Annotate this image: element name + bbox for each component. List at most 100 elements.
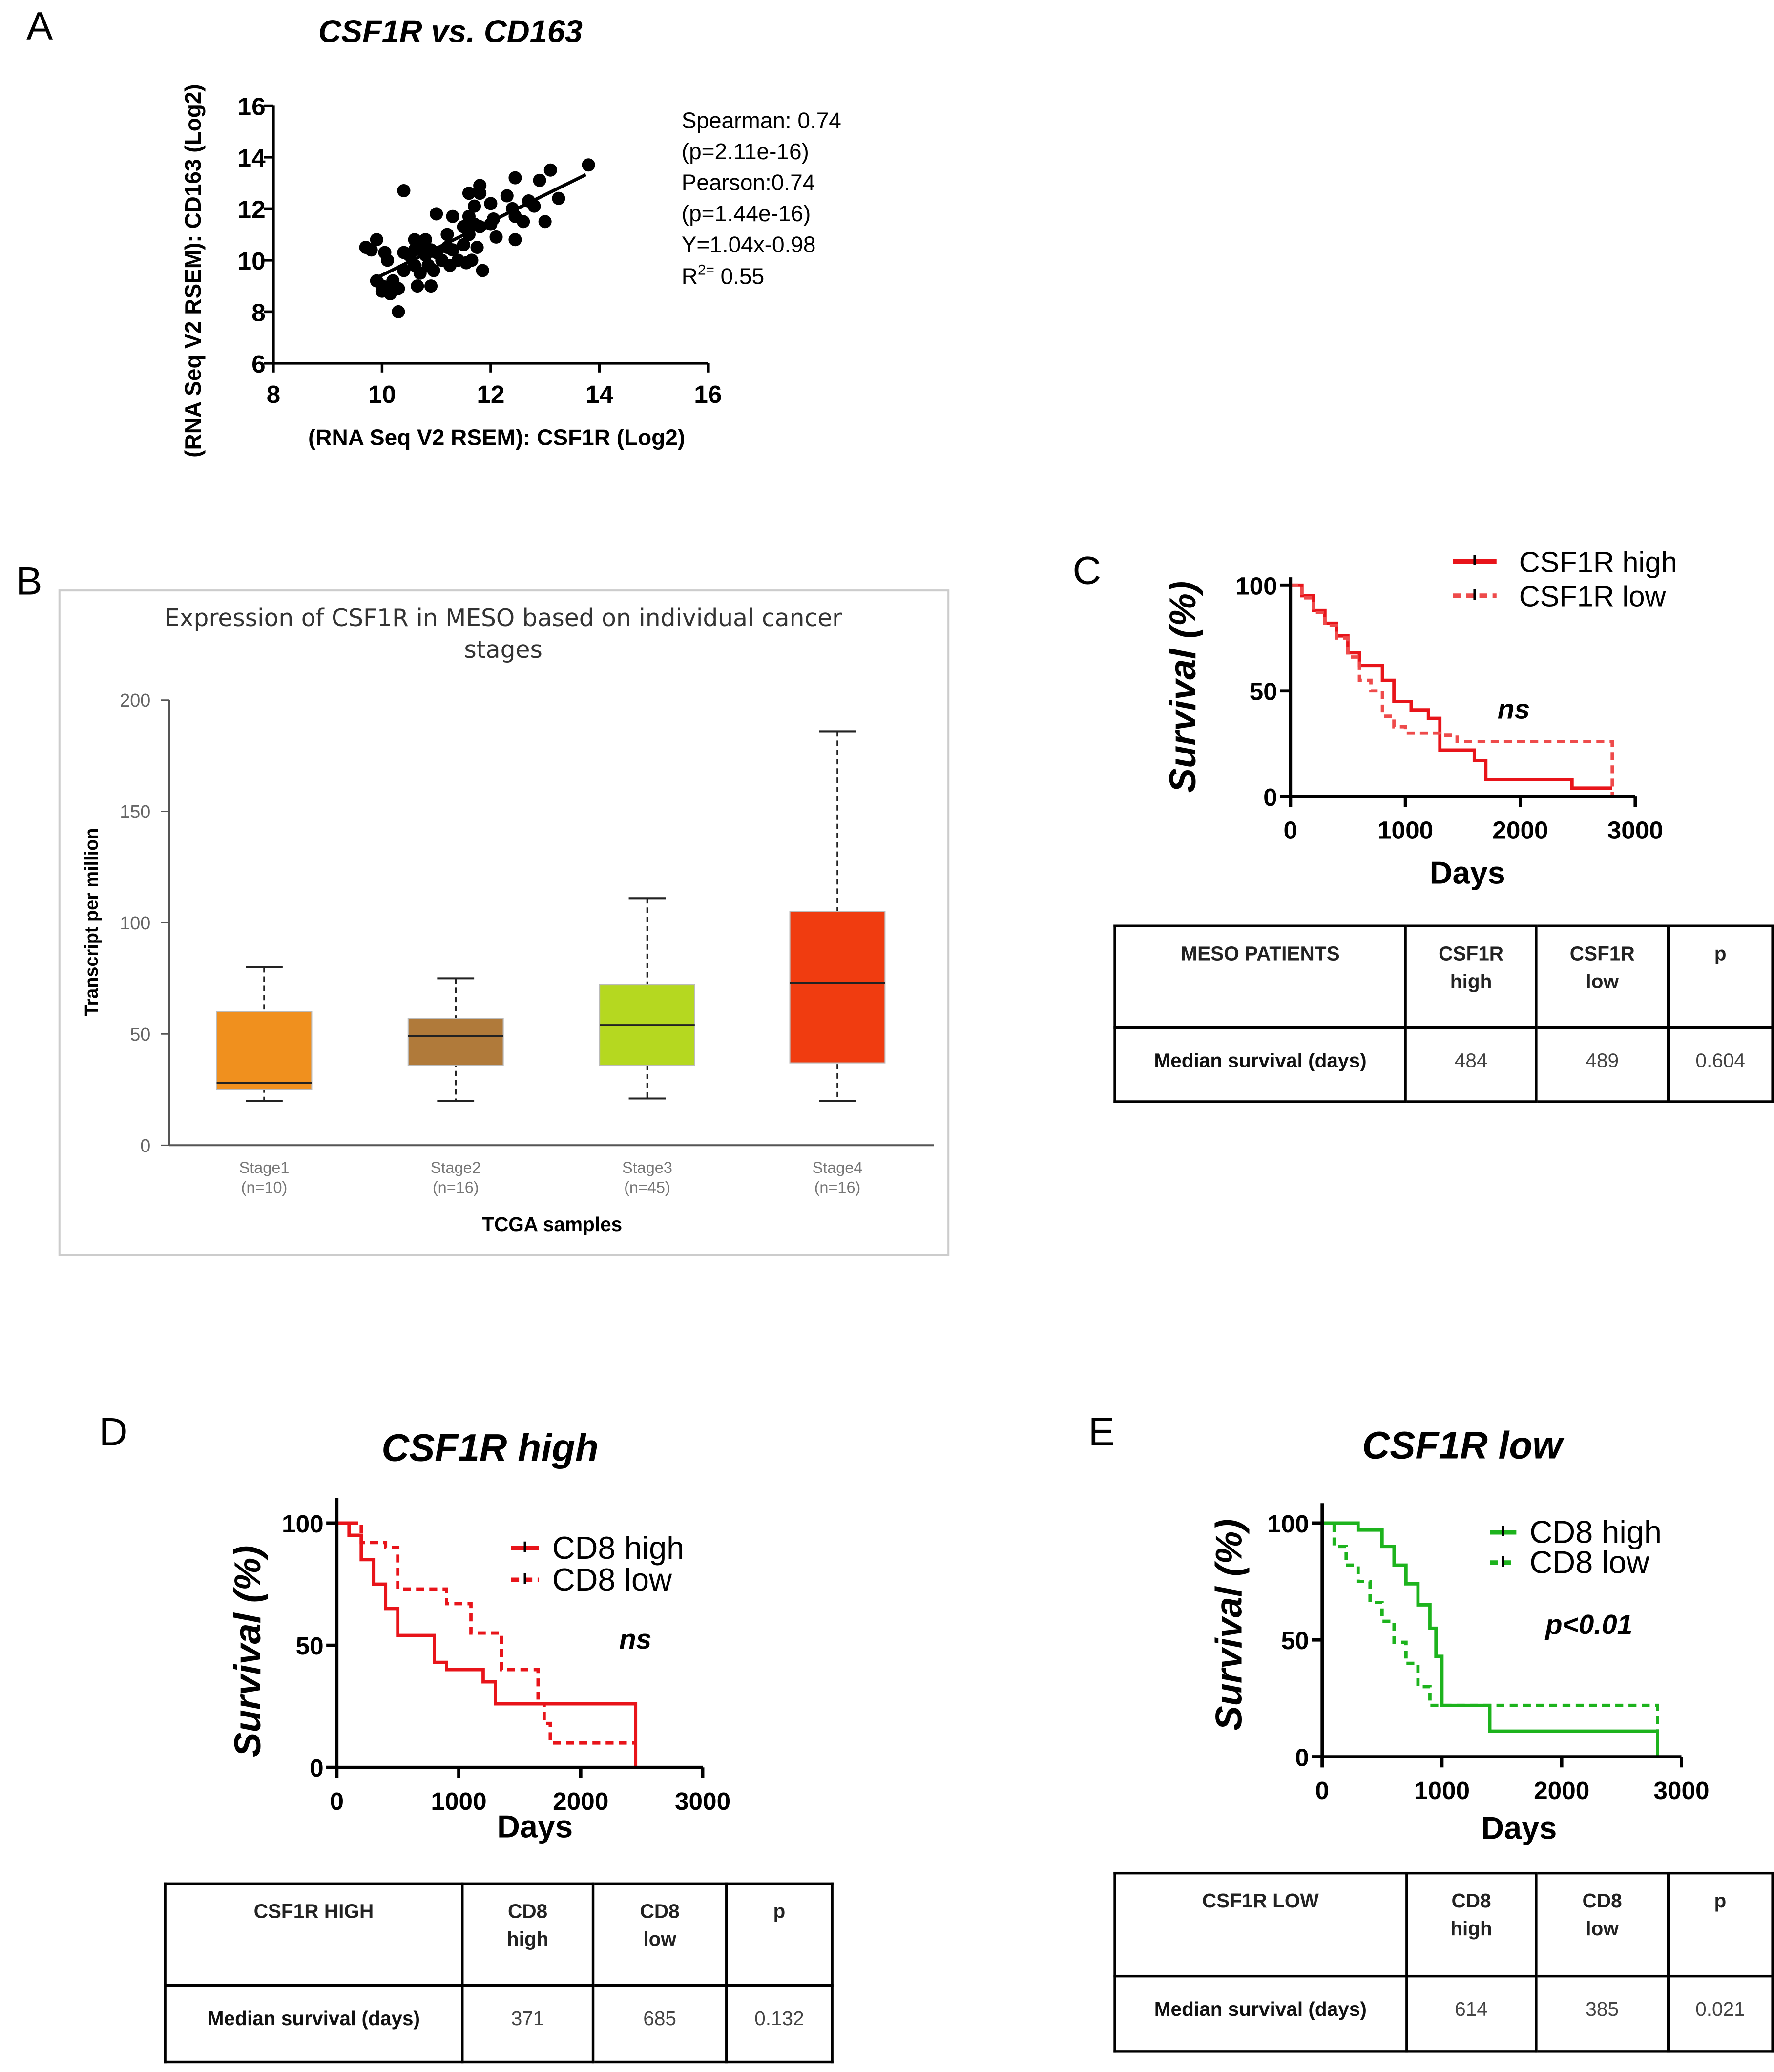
x-tick-label: 3000 bbox=[1653, 1776, 1709, 1804]
category-label: Stage3 bbox=[622, 1159, 672, 1176]
x-tick-label: 3000 bbox=[675, 1787, 730, 1815]
data-point bbox=[381, 253, 395, 267]
header-text: CD8 bbox=[1451, 1890, 1491, 1913]
regression-line bbox=[370, 173, 587, 282]
box-stage2 bbox=[407, 1018, 504, 1066]
chart-title: CSF1R vs. CD163 bbox=[318, 14, 583, 49]
header-text: CSF1R bbox=[1439, 943, 1504, 966]
y-tick-label: 0 bbox=[140, 1136, 150, 1156]
legend-label: CD8 low bbox=[1529, 1545, 1649, 1580]
significance-annotation: ns bbox=[1498, 694, 1530, 725]
data-point bbox=[473, 187, 487, 200]
category-count: (n=16) bbox=[814, 1179, 861, 1196]
data-point bbox=[468, 199, 481, 213]
header-text: high bbox=[1450, 1918, 1492, 1941]
x-tick-label: 8 bbox=[267, 380, 281, 408]
y-axis-label: Survival (%) bbox=[1209, 1519, 1250, 1731]
x-tick-label: 3000 bbox=[1607, 816, 1663, 844]
stat-annotation: Spearman: 0.74 bbox=[682, 107, 841, 133]
row-label: Median survival (days) bbox=[1113, 1974, 1408, 2053]
table-row: Median survival (days) 371 685 0.132 bbox=[164, 1984, 834, 2064]
table-cell: 489 bbox=[1535, 1026, 1670, 1103]
table-cell: 0.132 bbox=[725, 1984, 834, 2064]
table-header-row: MESO PATIENTS CSF1R high CSF1R low p bbox=[1113, 924, 1774, 1029]
legend-label: CD8 high bbox=[1529, 1514, 1662, 1549]
stat-annotation: Pearson:0.74 bbox=[682, 170, 815, 195]
data-point bbox=[427, 264, 440, 277]
data-point bbox=[397, 184, 411, 197]
r-squared-annotation: R2= 0.55 bbox=[682, 262, 764, 289]
y-tick-label: 8 bbox=[251, 298, 266, 326]
table-header-cell: CD8 low bbox=[1535, 1871, 1670, 1978]
median-survival-table: MESO PATIENTS CSF1R high CSF1R low p Median su… bbox=[1113, 924, 1774, 1103]
data-point bbox=[533, 173, 546, 187]
data-point bbox=[446, 209, 459, 223]
category-count: (n=10) bbox=[241, 1179, 288, 1196]
km-curve-cd8-low bbox=[1322, 1521, 1659, 1757]
header-text: high bbox=[1450, 971, 1492, 994]
stat-annotation: (p=1.44e-16) bbox=[682, 201, 811, 226]
table-cell: 0.021 bbox=[1667, 1974, 1774, 2053]
y-tick-label: 100 bbox=[120, 913, 150, 934]
table-row: Median survival (days) 484 489 0.604 bbox=[1113, 1026, 1774, 1103]
y-tick-label: 100 bbox=[282, 1509, 324, 1538]
header-text: p bbox=[1714, 943, 1727, 966]
table-cell: 0.604 bbox=[1667, 1026, 1774, 1103]
data-point bbox=[457, 238, 470, 251]
x-tick-label: 0 bbox=[1283, 816, 1297, 844]
y-tick-label: 50 bbox=[296, 1632, 324, 1660]
y-axis-label: (RNA Seq V2 RSEM): CD163 (Log2) bbox=[180, 84, 206, 458]
data-point bbox=[582, 158, 595, 172]
km-curve-csf1r-low bbox=[1290, 583, 1614, 797]
x-tick-label: 1000 bbox=[431, 1787, 486, 1815]
header-text: MESO PATIENTS bbox=[1181, 943, 1340, 966]
header-text: low bbox=[643, 1928, 676, 1951]
category-count: (n=16) bbox=[433, 1179, 479, 1196]
y-axis-label: Survival (%) bbox=[1162, 581, 1204, 793]
table-cell: 385 bbox=[1535, 1974, 1670, 2053]
row-label: Median survival (days) bbox=[1113, 1026, 1407, 1103]
box-stage1 bbox=[216, 1011, 313, 1090]
x-axis-label: Days bbox=[1481, 1810, 1557, 1845]
median-survival-table: CSF1R HIGH CD8 high CD8 low p Median survival … bbox=[164, 1882, 834, 2064]
x-tick-label: 2000 bbox=[1534, 1776, 1589, 1804]
table-cell: 614 bbox=[1404, 1974, 1538, 2053]
x-tick-label: 2000 bbox=[1492, 816, 1548, 844]
header-text: CD8 bbox=[640, 1901, 680, 1924]
table-header-cell: CD8 high bbox=[1404, 1871, 1538, 1978]
data-point bbox=[392, 305, 405, 318]
y-axis-label: Transcript per million bbox=[82, 828, 102, 1016]
data-point bbox=[552, 191, 565, 205]
chart-title: CSF1R high bbox=[381, 1426, 598, 1469]
table-cell: 371 bbox=[461, 1984, 595, 2064]
panel-label-e: E bbox=[1088, 1410, 1115, 1454]
data-point bbox=[538, 215, 552, 229]
category-label: Stage2 bbox=[431, 1159, 481, 1176]
y-tick-label: 12 bbox=[238, 195, 266, 223]
legend-label: CSF1R low bbox=[1519, 580, 1667, 613]
table-header-row: CSF1R HIGH CD8 high CD8 low p bbox=[164, 1882, 834, 1987]
header-text: CD8 bbox=[508, 1901, 548, 1924]
data-point bbox=[446, 243, 459, 257]
r2-superscript: 2= bbox=[698, 262, 714, 278]
panel-label-c: C bbox=[1072, 549, 1101, 593]
table-header-cell: p bbox=[725, 1882, 834, 1987]
data-point bbox=[476, 264, 489, 277]
table-cell: 484 bbox=[1404, 1026, 1538, 1103]
table-row: Median survival (days) 614 385 0.021 bbox=[1113, 1974, 1774, 2053]
data-point bbox=[440, 228, 454, 241]
header-text: CSF1R bbox=[1569, 943, 1635, 966]
legend-label: CD8 high bbox=[552, 1530, 685, 1566]
data-point bbox=[424, 279, 438, 293]
header-text: CSF1R HIGH bbox=[253, 1901, 374, 1924]
data-point bbox=[364, 243, 378, 257]
x-axis-label: Days bbox=[497, 1809, 573, 1844]
median-survival-table: CSF1R LOW CD8 high CD8 low p Median survival (… bbox=[1113, 1871, 1774, 2053]
table-header-cell: CSF1R high bbox=[1404, 924, 1538, 1029]
chart-title: stages bbox=[464, 636, 543, 664]
data-point bbox=[430, 207, 443, 221]
table-header-cell: CSF1R low bbox=[1535, 924, 1670, 1029]
